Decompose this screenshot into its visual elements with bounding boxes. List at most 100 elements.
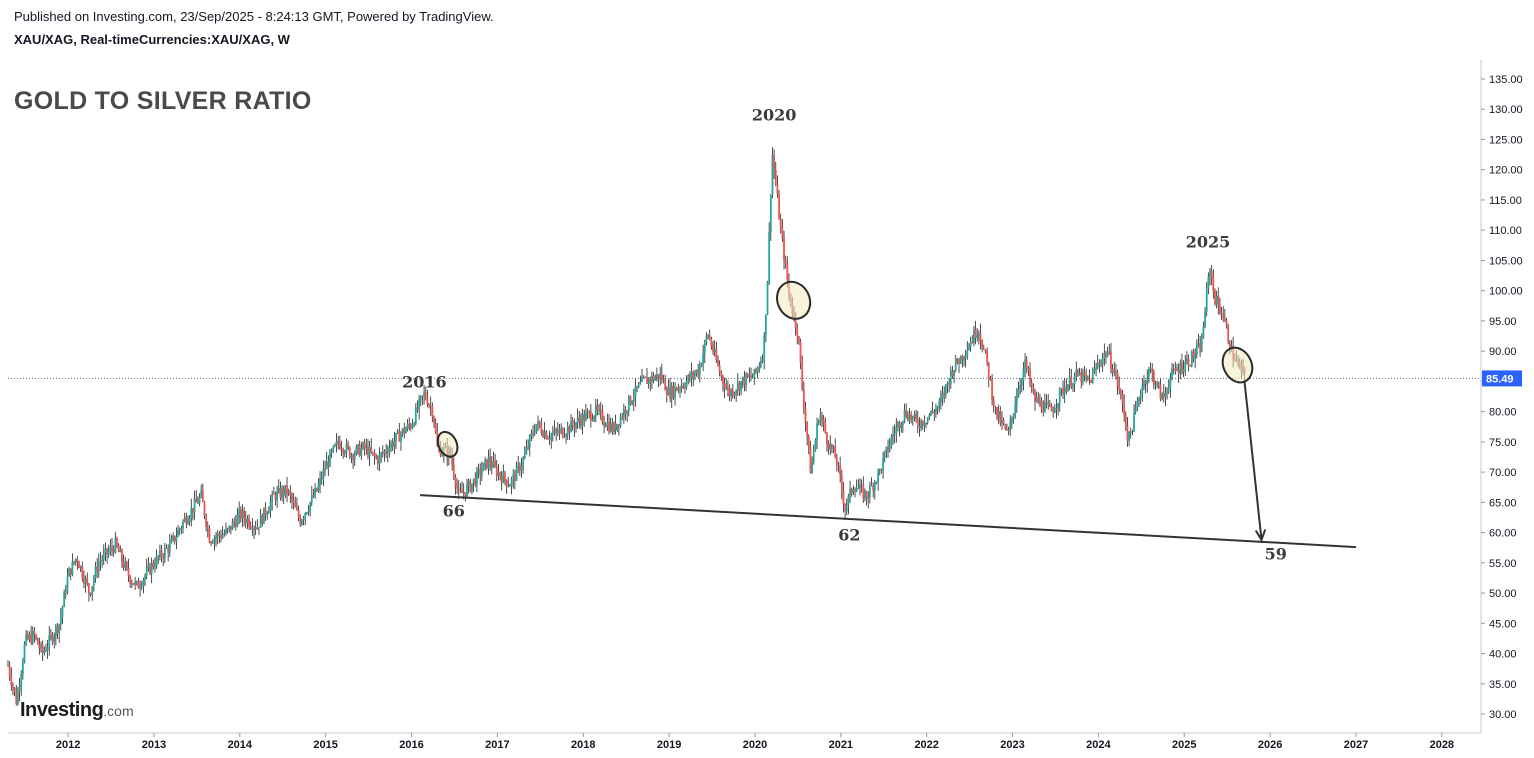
candle: [1035, 391, 1038, 403]
candle: [500, 470, 503, 491]
candle: [112, 545, 115, 557]
candle: [1063, 378, 1066, 404]
candle: [86, 572, 89, 587]
candle: [38, 637, 41, 655]
candle: [175, 527, 178, 550]
y-axis[interactable]: 135.00 130.00 125.00 120.00 115.00 110.00 105.…: [8, 60, 1523, 733]
candle: [276, 485, 279, 509]
candle: [282, 485, 285, 505]
candle: [216, 530, 219, 545]
candle: [710, 336, 713, 350]
candle: [811, 456, 813, 474]
candle: [159, 544, 161, 561]
candle: [312, 488, 315, 499]
candle: [487, 449, 490, 475]
candle: [837, 461, 840, 473]
candle: [746, 372, 749, 379]
candle: [297, 505, 300, 522]
candle: [878, 468, 881, 476]
candle: [1149, 362, 1152, 374]
candle: [834, 438, 837, 459]
candle: [1105, 350, 1107, 364]
y-tick-label: 70.00: [1489, 467, 1517, 479]
candle: [1053, 404, 1056, 414]
candle: [797, 335, 800, 345]
candle: [776, 175, 779, 199]
candle: [492, 451, 495, 469]
candle: [1078, 367, 1081, 376]
candle: [63, 589, 66, 608]
candle: [144, 573, 146, 586]
candle: [594, 399, 597, 423]
candle: [771, 147, 774, 199]
candle: [941, 385, 944, 406]
candle: [756, 366, 759, 379]
candle: [603, 415, 605, 434]
candle: [1195, 339, 1198, 359]
candle: [687, 374, 690, 385]
candle: [370, 438, 373, 454]
candle: [578, 411, 581, 429]
candle: [598, 403, 600, 416]
candle: [54, 623, 57, 646]
x-tick-label: 2020: [743, 739, 767, 751]
candle: [140, 581, 143, 591]
candle: [114, 531, 117, 554]
candle: [852, 485, 855, 496]
candle: [1220, 307, 1223, 321]
candle: [25, 629, 28, 647]
x-axis[interactable]: 2012 2013 2014 2015 2016 2017 2018 2019 2020 2021…: [8, 732, 1481, 751]
candle: [956, 357, 959, 365]
candle: [1015, 387, 1018, 413]
candle: [64, 585, 67, 600]
candle: [1090, 379, 1093, 383]
candle: [309, 501, 312, 517]
candle: [221, 526, 224, 539]
candle: [1139, 389, 1142, 405]
x-tick-label: 2016: [399, 739, 423, 751]
support-trendline: [420, 494, 1357, 549]
candle: [692, 370, 695, 387]
candle: [1055, 398, 1058, 419]
candle: [149, 562, 151, 576]
x-tick-label: 2013: [142, 739, 166, 751]
candle: [327, 455, 330, 476]
candle: [842, 481, 845, 513]
candle: [1101, 352, 1104, 373]
candle: [243, 507, 246, 527]
candle: [1174, 361, 1177, 375]
candle: [408, 417, 411, 431]
candle: [8, 661, 11, 681]
candle: [1197, 333, 1200, 348]
candle: [885, 446, 888, 458]
candle: [921, 420, 924, 430]
candle: [1217, 287, 1220, 315]
candle: [94, 561, 97, 583]
candle: [210, 541, 212, 547]
highlight-ellipse: [776, 280, 812, 320]
candle: [258, 527, 260, 536]
candle: [152, 559, 155, 570]
candle: [722, 374, 724, 392]
candle: [902, 420, 904, 433]
candle: [1116, 369, 1119, 395]
candle: [868, 481, 871, 504]
y-tick-label: 125.00: [1489, 134, 1523, 146]
candle: [773, 149, 776, 180]
y-tick-label: 55.00: [1489, 558, 1517, 570]
candle: [239, 506, 242, 523]
candle: [43, 646, 46, 656]
candle: [1085, 368, 1088, 383]
candle: [979, 323, 982, 350]
candle: [263, 507, 265, 524]
candle: [589, 403, 592, 428]
x-tick-label: 2019: [657, 739, 681, 751]
candle: [584, 403, 587, 422]
candle: [30, 625, 33, 646]
candle: [996, 406, 998, 421]
candle: [1001, 411, 1003, 430]
last-price-tag: [1482, 370, 1522, 387]
candle: [386, 445, 389, 463]
candle: [755, 367, 757, 375]
